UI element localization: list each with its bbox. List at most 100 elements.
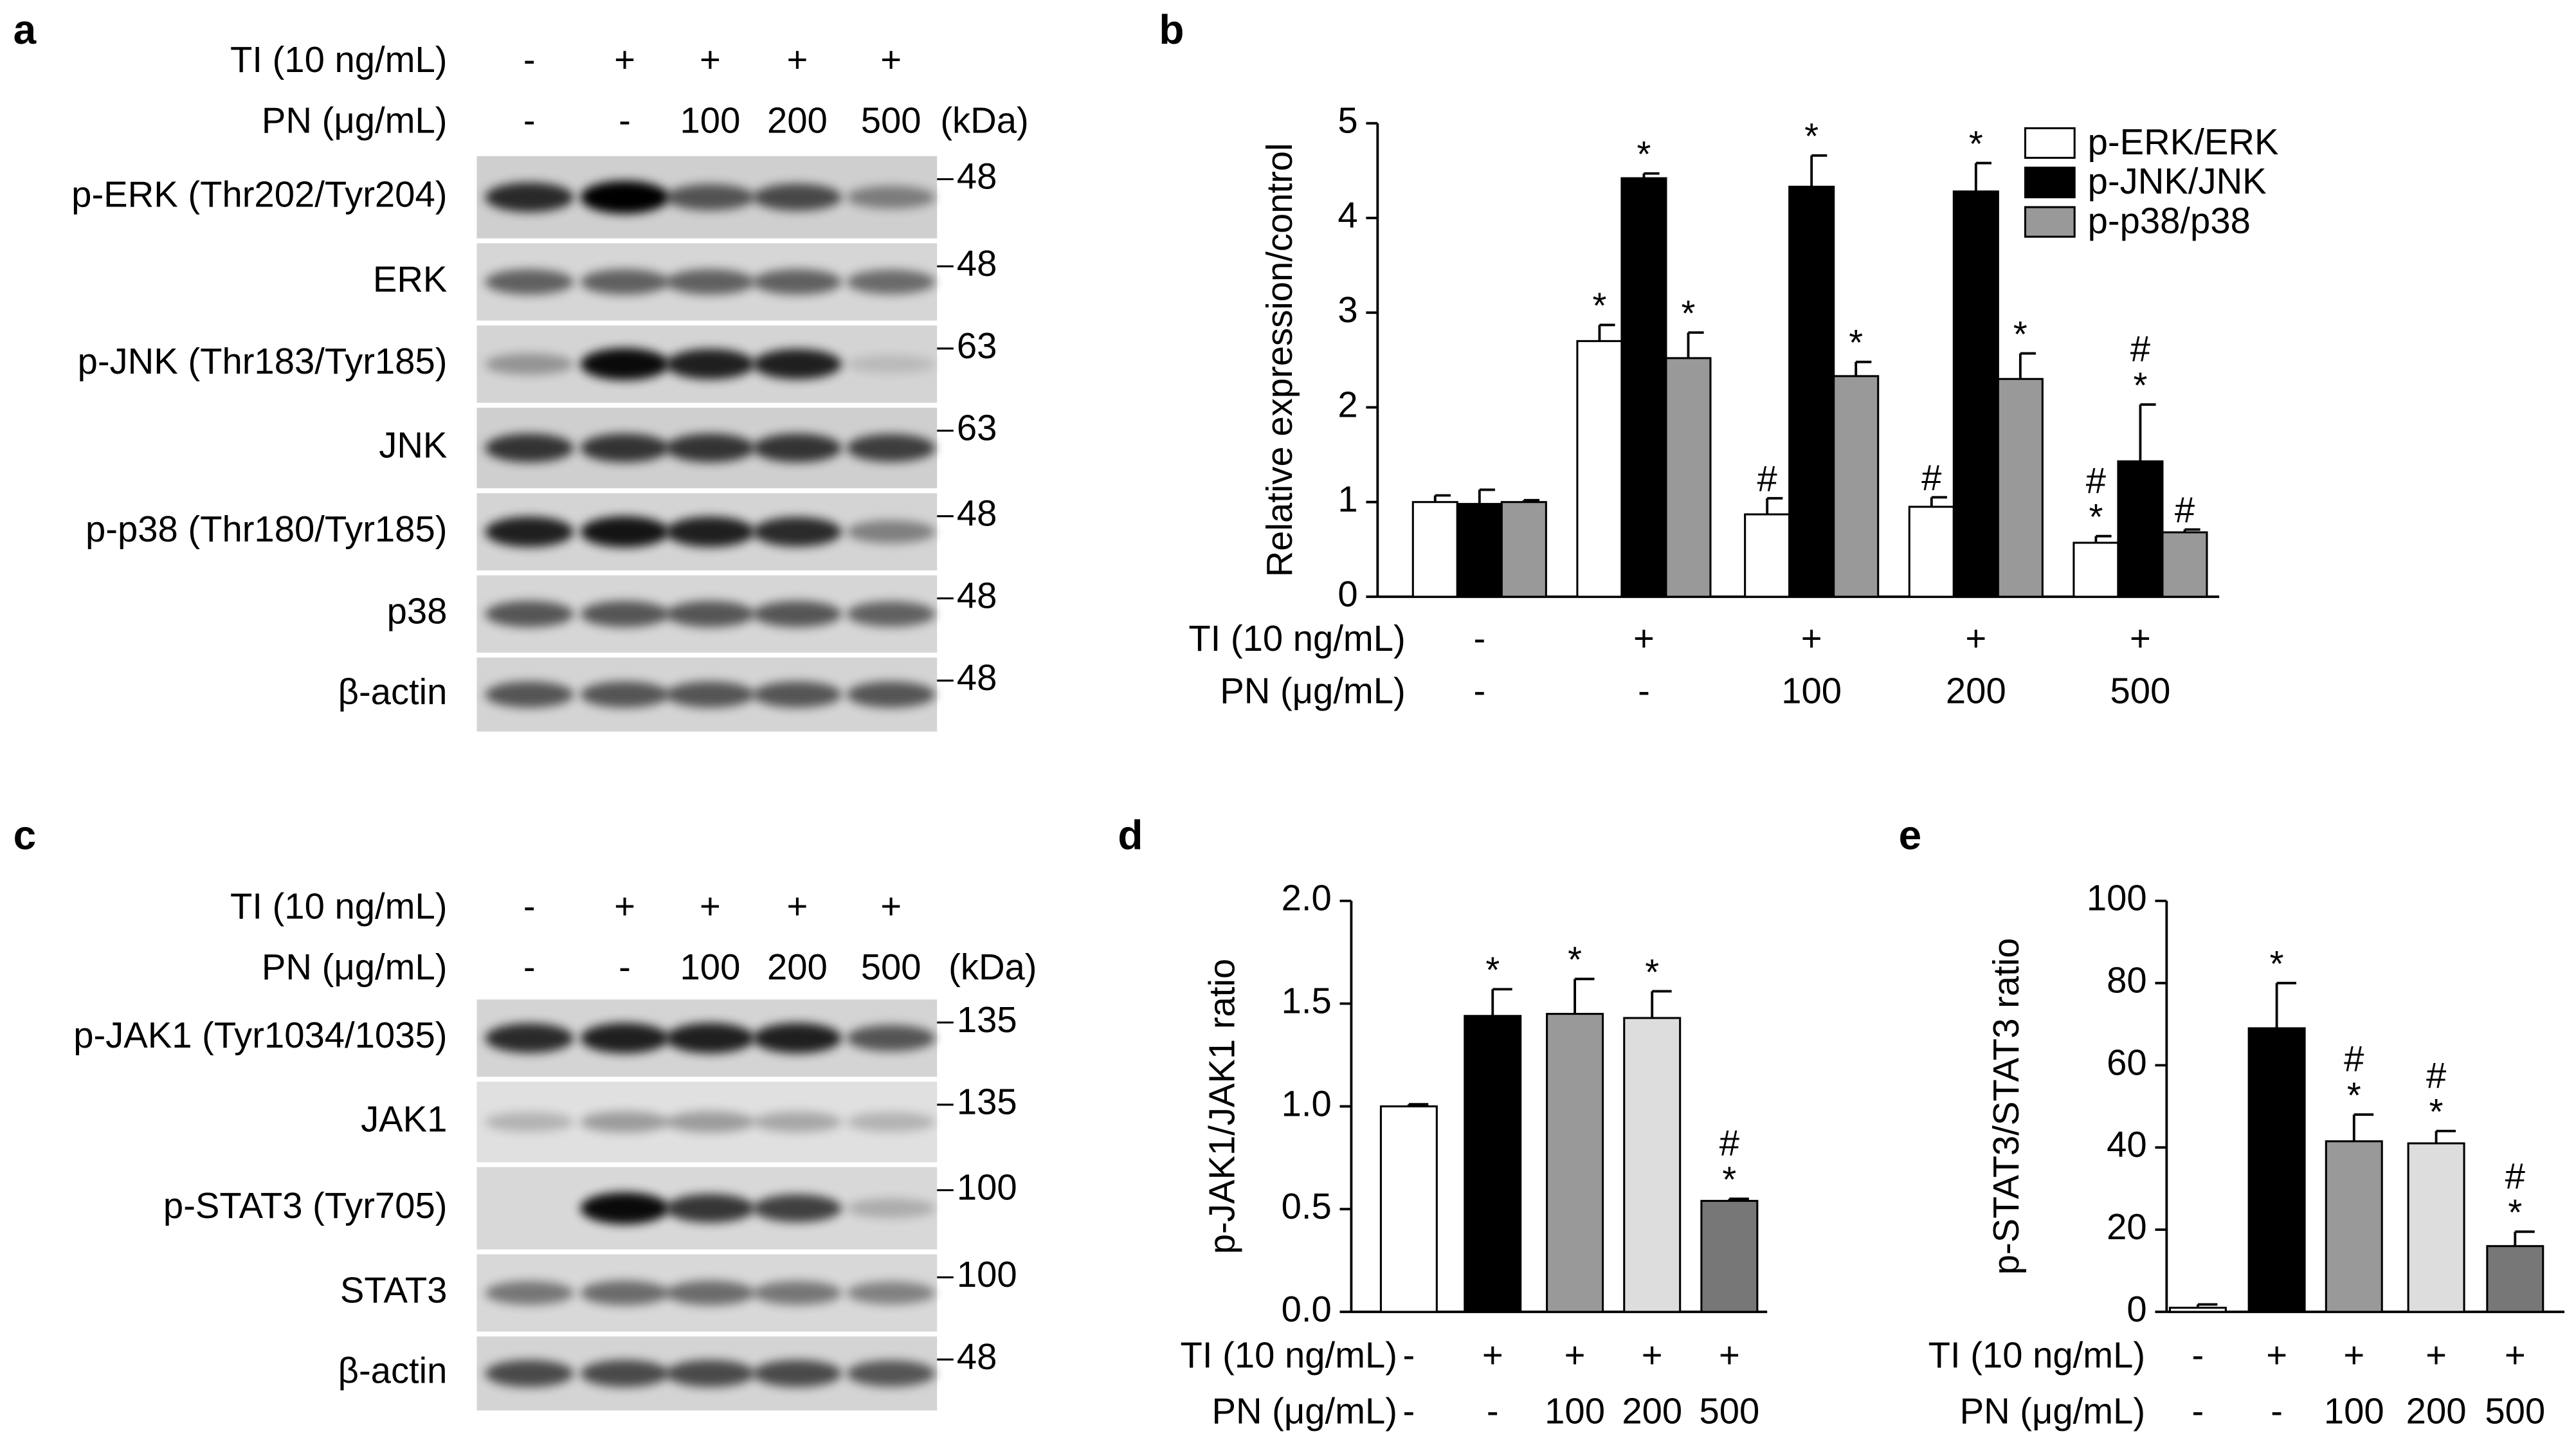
band [846,520,936,543]
condition-value: + [787,886,808,927]
y-tick-label: 100 [2087,878,2147,918]
y-tick-label: 3 [1338,289,1357,330]
band-label: STAT3 [340,1269,448,1310]
y-tick-label: 4 [1338,195,1357,235]
condition-value: 500 [861,947,921,987]
band [752,1111,842,1132]
panel-label: d [1118,812,1143,859]
x-row-label: TI (10 ng/mL) [1188,618,1405,659]
x-row-value: + [1965,618,1986,659]
band [580,681,669,708]
band [752,183,842,211]
band [580,269,669,295]
condition-label: TI (10 ng/mL) [230,886,447,927]
kda-label: 135 [957,1082,1017,1122]
significance-mark: # [1921,458,1941,498]
significance-mark: # [1719,1123,1739,1163]
x-row-value: - [1473,618,1485,659]
band [752,1281,842,1305]
x-row-value: + [2266,1334,2287,1375]
kda-label: 48 [957,243,997,284]
kda-unit: (kDa) [940,100,1028,141]
band-label: JAK1 [361,1099,447,1140]
condition-value: + [787,39,808,80]
x-row-value: + [2426,1334,2447,1375]
x-row-value: + [1801,618,1822,659]
y-tick-label: 0 [1338,574,1357,614]
significance-mark: * [1804,116,1819,156]
x-row-value: + [1565,1334,1586,1375]
y-tick-label: 60 [2107,1042,2147,1082]
x-row-value: - [2192,1334,2204,1375]
significance-mark: # [2175,490,2195,531]
significance-mark: * [1485,950,1500,990]
band [752,349,842,379]
band [666,681,755,708]
band [485,1023,574,1053]
bar [1744,513,1791,598]
x-row-value: 200 [1622,1390,1682,1431]
y-tick-label: 2.0 [1282,878,1332,918]
band [846,1024,936,1051]
band [485,1359,574,1387]
bar [1788,185,1835,598]
x-row-value: + [1633,618,1655,659]
kda-label: 100 [957,1254,1017,1295]
band [666,269,755,295]
kda-label: 100 [957,1167,1017,1208]
x-row-value: + [2505,1334,2526,1375]
x-row-value: - [2192,1390,2204,1431]
condition-value: - [523,100,536,141]
y-axis-label: p-STAT3/STAT3 ratio [1986,938,2026,1275]
bar [1576,340,1623,598]
band [846,1112,936,1132]
significance-mark: # [2426,1055,2446,1096]
band [580,348,669,381]
bar [1411,501,1458,598]
legend-label: p-p38/p38 [2088,201,2251,241]
condition-value: - [523,39,536,80]
condition-value: + [700,886,721,927]
band [666,1111,755,1133]
band [666,1022,755,1053]
band [666,1359,755,1387]
significance-mark: * [1645,952,1659,992]
band [666,601,755,628]
legend-swatch [2024,206,2076,238]
x-row-value: + [2343,1334,2364,1375]
band [666,184,755,211]
band [752,269,842,295]
bar [1379,1105,1438,1313]
bar [2325,1140,2383,1313]
x-row-value: - [1473,671,1485,711]
panel-label: e [1899,812,1922,859]
band [485,182,574,212]
x-row-value: 500 [1699,1390,1759,1431]
condition-value: + [614,886,635,927]
band [666,1280,755,1305]
band [846,1281,936,1305]
condition-value: - [619,947,631,987]
band-label: p-JAK1 (Tyr1034/1035) [73,1015,447,1055]
kda-label: 48 [957,493,997,534]
bar [1700,1199,1759,1313]
band [846,1198,936,1219]
band [580,1359,669,1387]
band-label: p-JNK (Thr183/Tyr185) [78,341,448,381]
band [752,433,842,462]
y-tick-label: 1 [1338,479,1357,520]
condition-value: - [523,886,536,927]
kda-label: 48 [957,1336,997,1377]
x-row-value: 100 [2324,1390,2384,1431]
y-tick-label: 80 [2107,960,2147,1001]
band-label: p-STAT3 (Tyr705) [163,1185,448,1226]
significance-mark: * [1849,322,1863,363]
band [485,1112,574,1132]
kda-unit: (kDa) [948,947,1037,987]
x-row-label: PN (μg/mL) [1211,1390,1397,1431]
x-row-value: + [1719,1334,1740,1375]
panel-label: a [14,6,37,53]
legend-swatch [2024,127,2076,159]
bar [1908,505,1955,598]
band-label: p38 [387,591,448,632]
